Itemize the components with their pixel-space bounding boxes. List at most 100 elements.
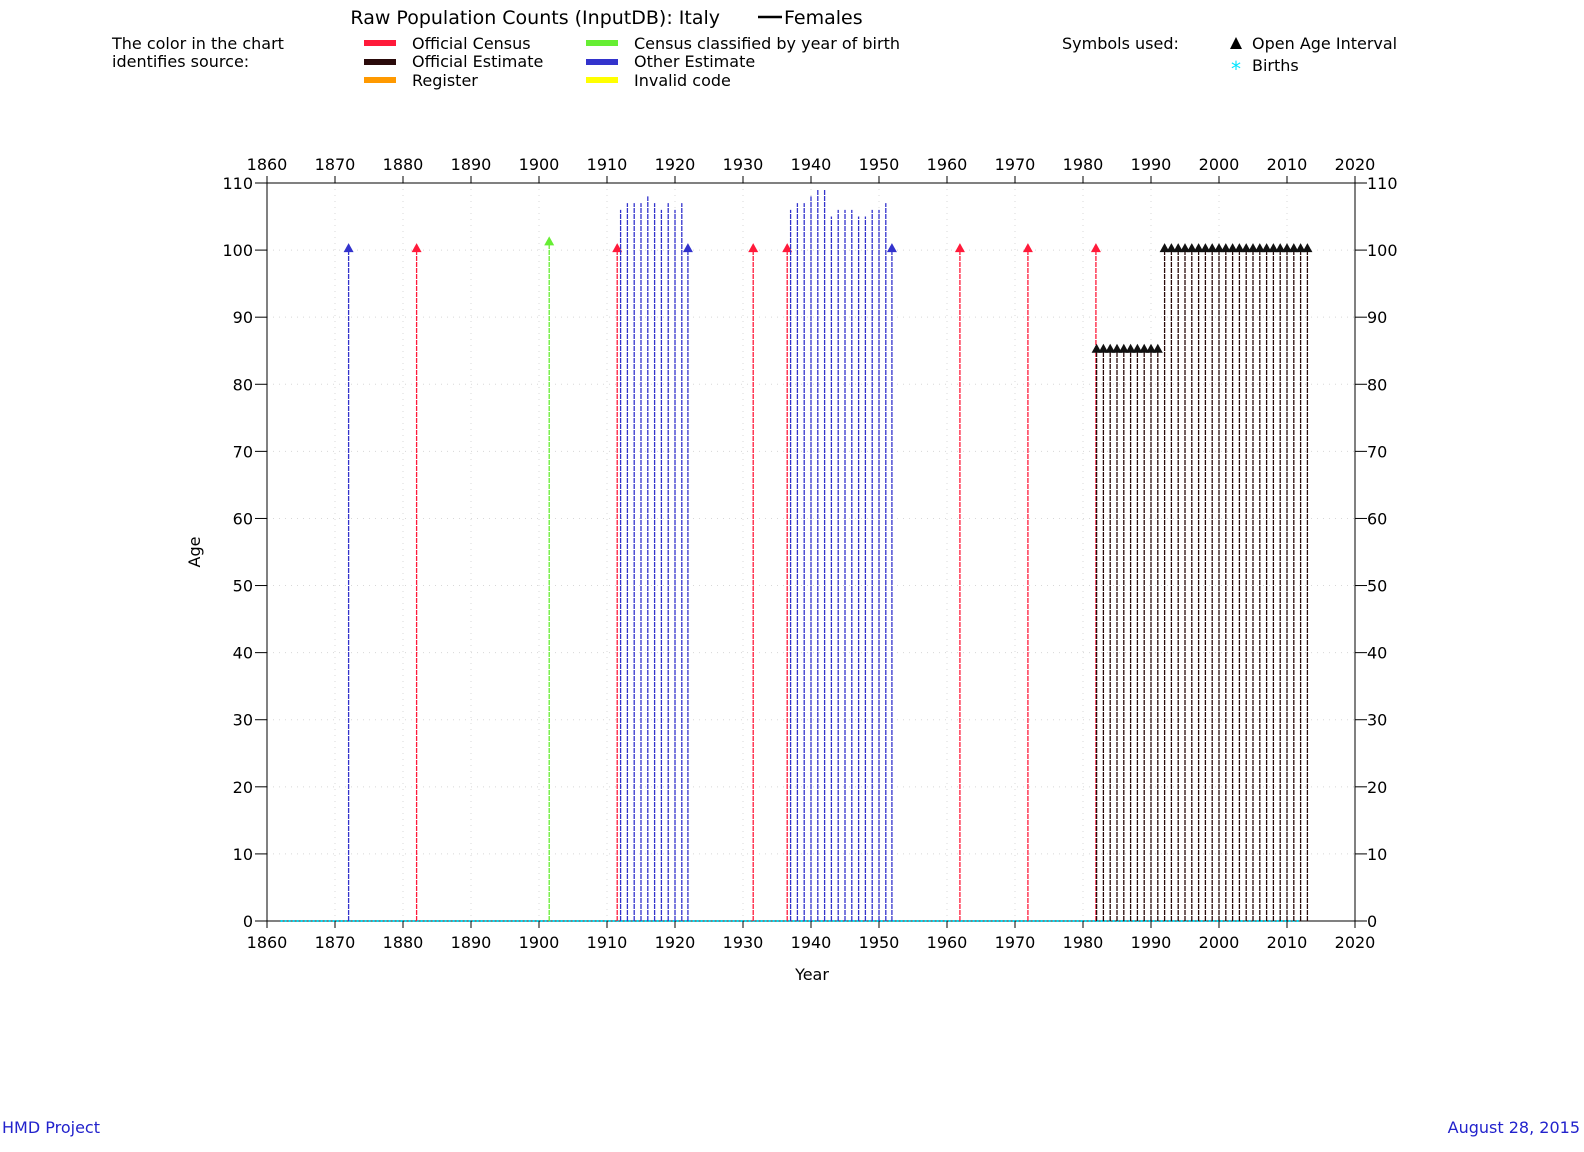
stem-estimate-1998-open-age-marker	[1200, 243, 1211, 253]
x-tick-label-1950: 1950	[859, 933, 900, 952]
legend-swatch-official-estimate	[364, 59, 396, 65]
x-tick-label-top-1980: 1980	[1063, 155, 1104, 174]
x-tick-label-1930: 1930	[723, 933, 764, 952]
x-tick-label-1880: 1880	[383, 933, 424, 952]
stem-estimate-2004-open-age-marker	[1241, 243, 1252, 253]
y-tick-label-60: 60	[233, 509, 253, 528]
y-tick-label-100: 100	[222, 241, 253, 260]
y-tick-label-40: 40	[233, 644, 253, 663]
x-tick-label-top-1890: 1890	[451, 155, 492, 174]
stem-census-1936.5-open-age-marker	[782, 243, 793, 253]
y-tick-label-110: 110	[222, 174, 253, 193]
x-tick-label-top-1920: 1920	[655, 155, 696, 174]
legend-label-other-estimate: Other Estimate	[634, 52, 755, 71]
y-tick-label-90: 90	[233, 308, 253, 327]
stem-estimate-2006-open-age-marker	[1254, 243, 1265, 253]
stem-estimate-1982-open-age-marker	[1091, 343, 1102, 353]
stem-estimate-2007-open-age-marker	[1261, 243, 1272, 253]
y-tick-label-right-80: 80	[1367, 375, 1387, 394]
chart-title-group: Raw Population Counts (InputDB): Italy F…	[350, 7, 862, 29]
x-tick-label-top-1910: 1910	[587, 155, 628, 174]
stem-estimate-1993-open-age-marker	[1166, 243, 1177, 253]
y-tick-label-10: 10	[233, 845, 253, 864]
y-tick-label-50: 50	[233, 577, 253, 596]
stem-estimate-1988-open-age-marker	[1132, 343, 1143, 353]
stem-estimate-1994-open-age-marker	[1173, 243, 1184, 253]
stem-other-1921.9-open-age-marker	[682, 243, 693, 253]
x-tick-label-1910: 1910	[587, 933, 628, 952]
x-tick-label-top-1930: 1930	[723, 155, 764, 174]
x-tick-label-1900: 1900	[519, 933, 560, 952]
y-tick-label-70: 70	[233, 442, 253, 461]
y-tick-label-right-60: 60	[1367, 509, 1387, 528]
stem-estimate-2008-open-age-marker	[1268, 243, 1279, 253]
x-tick-label-1860: 1860	[247, 933, 288, 952]
stem-other-1951.9-open-age-marker	[886, 243, 897, 253]
stem-estimate-2002-open-age-marker	[1227, 243, 1238, 253]
stem-estimate-2005-open-age-marker	[1248, 243, 1258, 253]
stem-other-1872-open-age-marker	[343, 243, 354, 253]
y-tick-label-20: 20	[233, 778, 253, 797]
stem-estimate-1992-open-age-marker	[1159, 243, 1170, 253]
y-tick-label-0: 0	[243, 912, 253, 931]
stem-estimate-1986-open-age-marker	[1118, 343, 1129, 353]
legend-swatch-other-estimate	[586, 59, 618, 65]
chart-title-series: Females	[784, 7, 863, 29]
y-tick-label-right-40: 40	[1367, 644, 1387, 663]
stem-estimate-2011-open-age-marker	[1288, 243, 1299, 253]
legend-label-register: Register	[412, 71, 478, 90]
stem-estimate-2012-open-age-marker	[1295, 243, 1306, 253]
legend: The color in the chart identifies source…	[111, 34, 1397, 90]
footer-left: HMD Project	[2, 1118, 100, 1137]
stem-estimate-2003-open-age-marker	[1234, 243, 1245, 253]
x-tick-label-top-1970: 1970	[995, 155, 1036, 174]
x-tick-label-2000: 2000	[1199, 933, 1240, 952]
y-tick-label-right-30: 30	[1367, 711, 1387, 730]
x-axis-label: Year	[794, 965, 829, 984]
x-tick-label-1980: 1980	[1063, 933, 1104, 952]
x-tick-label-1920: 1920	[655, 933, 696, 952]
x-tick-label-1970: 1970	[995, 933, 1036, 952]
y-tick-label-right-110: 110	[1367, 174, 1398, 193]
x-tick-label-top-1950: 1950	[859, 155, 900, 174]
stem-estimate-1989-open-age-marker	[1139, 343, 1150, 353]
legend-label-official-estimate: Official Estimate	[412, 52, 543, 71]
stem-census-1981.9-open-age-marker	[1090, 243, 1101, 253]
legend-swatch-official-census	[364, 40, 396, 46]
stem-estimate-1990-open-age-marker	[1146, 343, 1156, 353]
x-tick-label-top-2010: 2010	[1267, 155, 1308, 174]
y-tick-label-right-20: 20	[1367, 778, 1387, 797]
stem-census-1911.5-open-age-marker	[612, 243, 623, 253]
stem-estimate-1997-open-age-marker	[1193, 243, 1204, 253]
legend-label-open-age: Open Age Interval	[1252, 34, 1397, 53]
legend-swatch-register	[364, 77, 396, 83]
x-tick-label-1890: 1890	[451, 933, 492, 952]
x-tick-label-top-2020: 2020	[1335, 155, 1376, 174]
stem-estimate-2010-open-age-marker	[1282, 243, 1292, 253]
axis-ticks: 1860 1860 1870 1870 1880 1880 1890 1890 1900 1900…	[222, 155, 1397, 952]
y-tick-label-right-0: 0	[1367, 912, 1377, 931]
chart-title: Raw Population Counts (InputDB): Italy	[350, 7, 720, 29]
x-tick-label-2020: 2020	[1335, 933, 1376, 952]
y-tick-label-30: 30	[233, 711, 253, 730]
stem-estimate-1999-open-age-marker	[1207, 243, 1218, 253]
y-tick-label-right-90: 90	[1367, 308, 1387, 327]
x-tick-label-2010: 2010	[1267, 933, 1308, 952]
y-tick-label-right-100: 100	[1367, 241, 1398, 260]
triangle-up-icon	[1230, 37, 1242, 49]
stem-estimate-1991-open-age-marker	[1152, 343, 1163, 353]
x-tick-label-1960: 1960	[927, 933, 968, 952]
x-tick-label-top-2000: 2000	[1199, 155, 1240, 174]
x-tick-label-top-1960: 1960	[927, 155, 968, 174]
stem-census-1882-open-age-marker	[411, 243, 422, 253]
x-tick-label-top-1870: 1870	[315, 155, 356, 174]
stem-estimate-2001-open-age-marker	[1220, 243, 1231, 253]
x-tick-label-top-1900: 1900	[519, 155, 560, 174]
x-tick-label-top-1880: 1880	[383, 155, 424, 174]
stem-estimate-1996-open-age-marker	[1186, 243, 1197, 253]
legend-note-line2: identifies source:	[112, 52, 249, 71]
legend-label-invalid-code: Invalid code	[634, 71, 731, 90]
x-tick-label-1940: 1940	[791, 933, 832, 952]
legend-swatch-invalid-code	[586, 77, 618, 83]
